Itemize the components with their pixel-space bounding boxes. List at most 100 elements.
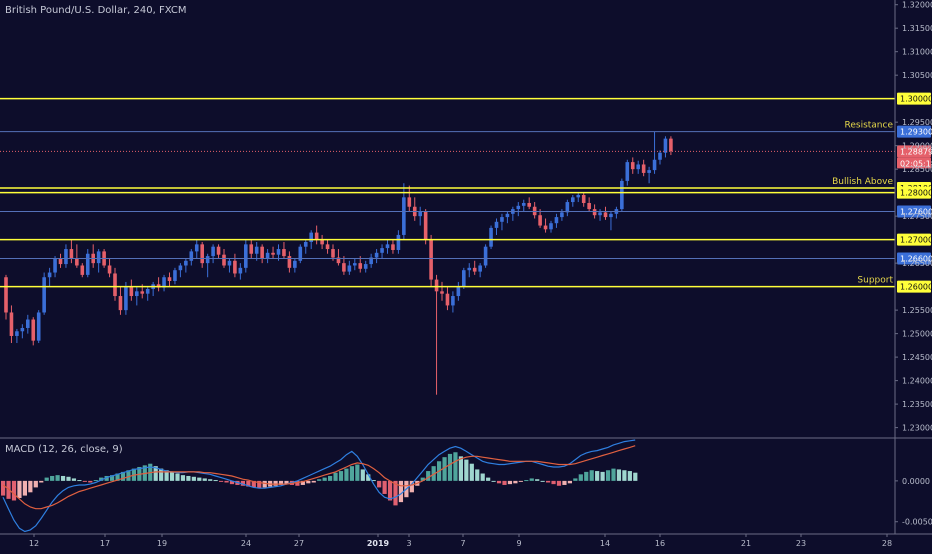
macd-hist-bar <box>66 476 71 481</box>
candle-bear <box>472 267 477 272</box>
candle-bull <box>385 244 390 249</box>
candle-bear <box>440 291 444 294</box>
macd-hist-bar <box>447 453 453 481</box>
candle-bull <box>276 249 281 255</box>
macd-hist-bar <box>496 480 502 484</box>
countdown-label: 02:05:18 <box>900 159 932 168</box>
macd-hist-bar <box>99 477 104 481</box>
time-tick-label: 28 <box>882 539 892 548</box>
candle-bear <box>434 279 439 292</box>
candle-bear <box>9 312 14 336</box>
candle-bear <box>331 249 335 258</box>
candle-bear <box>587 202 591 210</box>
level-price-tag <box>897 125 931 138</box>
macd-hist-bar <box>159 468 164 481</box>
macd-hist-bar <box>382 480 387 494</box>
macd-hist-bar <box>540 480 545 482</box>
price-tick-label: 1.31000 <box>902 48 932 57</box>
macd-hist-bar <box>213 480 218 482</box>
macd-hist-bar <box>322 477 327 481</box>
macd-hist-bar <box>22 480 27 496</box>
level-price-label: 1.26000 <box>900 283 932 292</box>
candle-bull <box>293 260 297 268</box>
price-tick-label: 1.31500 <box>902 24 932 33</box>
macd-hist-bar <box>627 471 632 481</box>
countdown-tag <box>897 157 931 169</box>
candle-bull <box>647 170 651 173</box>
price-tick-label: 1.29500 <box>902 118 932 127</box>
macd-hist-bar <box>180 475 186 481</box>
level-price-label: 1.27000 <box>900 236 932 245</box>
level-price-label: 1.28000 <box>900 189 932 198</box>
level-annotation: Resistance <box>845 121 894 131</box>
macd-hist-bar <box>611 468 616 481</box>
candle-bull <box>483 246 488 266</box>
price-tick-label: 1.23500 <box>902 400 932 409</box>
candle-bull <box>238 267 243 274</box>
macd-hist-bar <box>573 478 578 481</box>
macd-hist-bar <box>17 480 22 499</box>
chart-title: British Pound/U.S. Dollar, 240, FXCM <box>5 5 186 16</box>
macd-hist-bar <box>71 478 77 481</box>
price-tick-label: 1.32000 <box>902 1 932 10</box>
candle-bull <box>173 270 177 281</box>
candle-bear <box>80 265 85 275</box>
macd-hist-bar <box>197 477 202 481</box>
candle-bull <box>402 197 406 235</box>
candle-bull <box>663 138 668 153</box>
macd-hist-bar <box>371 480 376 482</box>
macd-hist-bar <box>426 471 431 481</box>
macd-hist-bar <box>202 478 207 481</box>
candle-bull <box>489 227 493 247</box>
macd-hist-bar <box>535 479 540 481</box>
time-axis[interactable]: 12 17 19 24 27 2019 3 7 9 14 16 21 23 28 <box>29 534 892 548</box>
time-tick-label: 2019 <box>367 539 390 548</box>
macd-hist-bar <box>44 477 49 481</box>
candle-bull <box>184 260 188 266</box>
macd-hist-bar <box>377 480 382 488</box>
macd-hist-bar <box>398 480 404 503</box>
macd-hist-bar <box>186 475 191 481</box>
price-axis[interactable]: 1.32000 1.31500 1.31000 1.30500 1.29500 1.290… <box>0 0 932 535</box>
macd-hist-bar <box>246 480 251 487</box>
macd-hist-bar <box>387 480 393 501</box>
macd-hist-bar <box>469 463 474 481</box>
price-tick-label: 1.29000 <box>902 142 932 151</box>
candle-bull <box>347 265 352 272</box>
macd-lines <box>2 439 636 533</box>
price-tick-label: 1.24000 <box>902 377 932 386</box>
candle-bull <box>135 291 139 297</box>
candle-bull <box>303 241 308 247</box>
candle-bull <box>374 252 379 258</box>
candle-bull <box>571 197 575 203</box>
candle-bull <box>53 258 57 273</box>
candle-bull <box>625 162 630 181</box>
macd-hist-bar <box>507 480 513 485</box>
macd-hist-bar <box>546 480 551 483</box>
level-price-tag <box>897 280 931 293</box>
macd-hist-bar <box>1 480 6 496</box>
candle-bear <box>527 202 531 207</box>
time-tick-label: 23 <box>796 539 806 548</box>
candle-bull <box>178 265 183 271</box>
macd-hist-bar <box>578 474 583 481</box>
candle-bear <box>445 293 450 306</box>
time-tick-label: 21 <box>741 539 751 548</box>
time-tick-label: 12 <box>29 539 39 548</box>
candle-bull <box>309 232 313 242</box>
level-annotation: Support <box>857 276 893 286</box>
candle-bear <box>31 319 36 341</box>
candle-bull <box>456 286 461 297</box>
candle-bear <box>423 211 428 240</box>
candle-bull <box>516 205 521 210</box>
candle-bear <box>4 277 8 313</box>
level-price-label: 1.26600 <box>900 254 932 263</box>
macd-hist-bar <box>442 457 447 481</box>
candle-bull <box>47 272 52 278</box>
candle-bull <box>205 256 210 264</box>
macd-hist-bar <box>567 480 572 484</box>
macd-hist-bar <box>284 480 289 485</box>
